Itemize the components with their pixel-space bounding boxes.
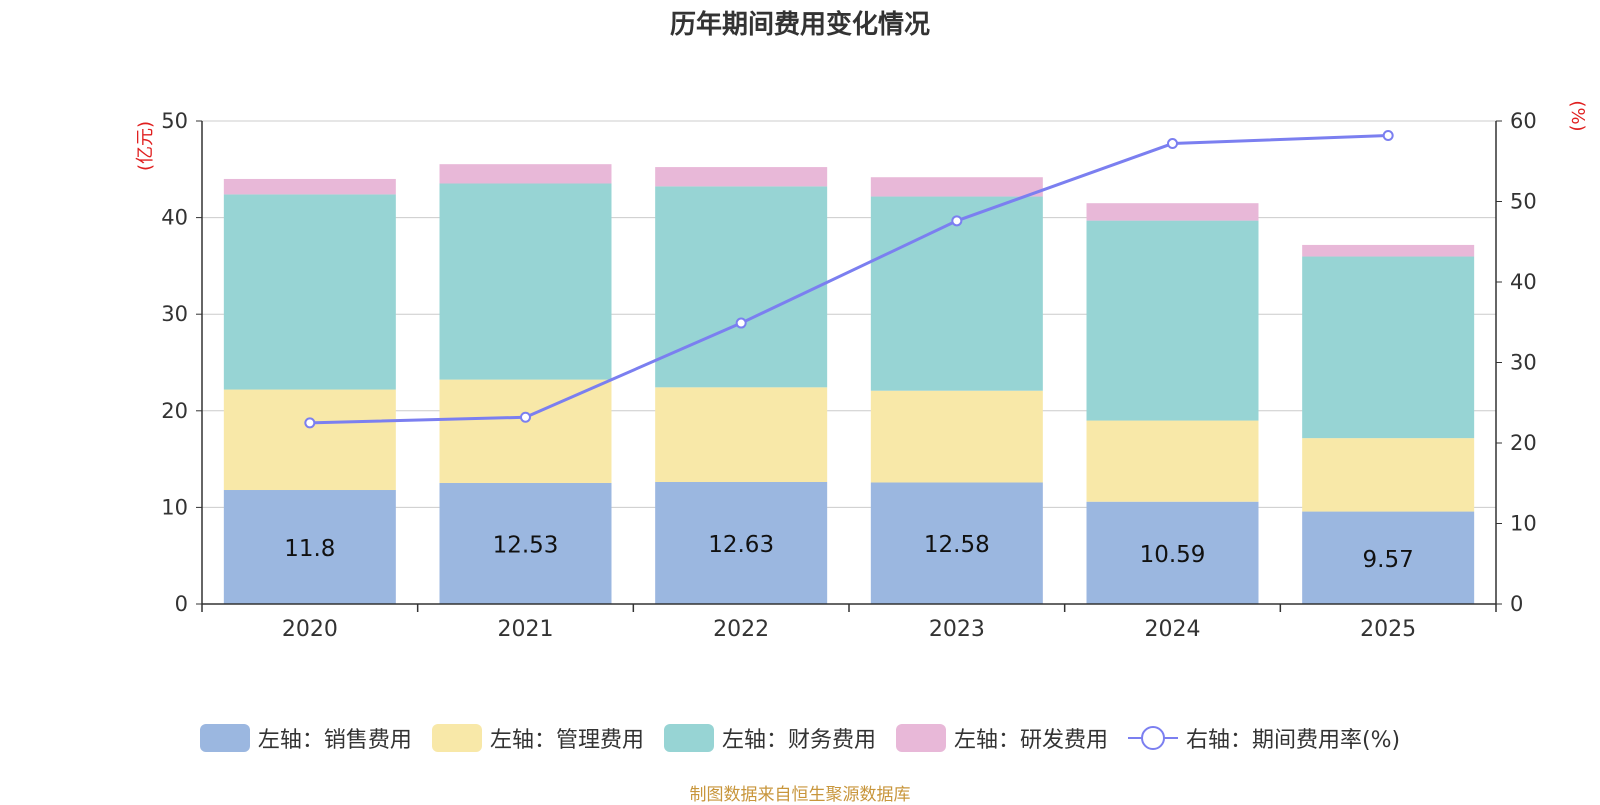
bar-segment-0 bbox=[655, 481, 828, 604]
bar-data-label: 9.57 bbox=[1363, 547, 1414, 573]
bar-segment-0 bbox=[1086, 501, 1259, 604]
legend-item-rd[interactable]: 左轴：研发费用 bbox=[895, 722, 1108, 754]
x-tick-label: 2025 bbox=[1360, 617, 1416, 642]
bar-segment-2 bbox=[439, 183, 612, 380]
legend-item-expense-rate[interactable]: 右轴：期间费用率(%) bbox=[1127, 722, 1401, 754]
x-tick-label: 2020 bbox=[282, 617, 338, 642]
legend-item-sales[interactable]: 左轴：销售费用 bbox=[199, 722, 412, 754]
y-right-tick-label: 60 bbox=[1510, 109, 1537, 133]
legend-label-admin: 左轴：管理费用 bbox=[489, 728, 644, 753]
y-left-unit-label: (亿元) bbox=[135, 121, 156, 171]
expense-rate-point bbox=[1382, 129, 1394, 141]
bar-segment-1 bbox=[870, 390, 1043, 483]
legend-label-sales: 左轴：销售费用 bbox=[257, 728, 412, 753]
bar-data-label: 11.8 bbox=[284, 536, 335, 562]
bar-data-label: 12.58 bbox=[924, 532, 990, 558]
y-right-tick-label: 30 bbox=[1510, 351, 1537, 375]
expense-rate-point bbox=[1167, 138, 1178, 150]
legend-swatch-finance bbox=[663, 724, 714, 752]
bar-segment-1 bbox=[223, 389, 396, 491]
y-right-tick-label: 20 bbox=[1510, 431, 1537, 455]
source-note: 制图数据来自恒生聚源数据库 bbox=[689, 785, 911, 805]
x-tick-label: 2021 bbox=[498, 617, 554, 642]
expense-rate-point bbox=[304, 417, 316, 429]
bar-segment-2 bbox=[1086, 220, 1259, 421]
expense-rate-point bbox=[735, 317, 747, 329]
x-tick-label: 2023 bbox=[929, 617, 985, 642]
y-right-tick-label: 0 bbox=[1510, 592, 1523, 616]
x-tick-label: 2024 bbox=[1145, 617, 1201, 642]
y-left-tick-label: 0 bbox=[175, 592, 188, 616]
expense-rate-point bbox=[520, 411, 531, 423]
bar-segment-1 bbox=[1302, 438, 1475, 512]
y-right-tick-label: 10 bbox=[1510, 512, 1537, 536]
expense-rate-point bbox=[951, 215, 963, 227]
y-left-tick-label: 10 bbox=[161, 495, 188, 519]
legend-label-finance: 左轴：财务费用 bbox=[721, 728, 876, 753]
y-right-unit-label: (%) bbox=[1567, 100, 1588, 131]
bar-segment-1 bbox=[1086, 420, 1259, 502]
bar-segment-2 bbox=[655, 186, 828, 388]
legend-label-expense-rate: 右轴：期间费用率(%) bbox=[1185, 728, 1401, 753]
bar-data-label: 10.59 bbox=[1140, 542, 1206, 568]
legend-swatch-rd bbox=[895, 724, 946, 752]
y-left-tick-label: 20 bbox=[161, 399, 188, 423]
legend-swatch-sales bbox=[199, 724, 250, 752]
y-left-tick-label: 50 bbox=[161, 109, 188, 133]
x-tick-label: 2022 bbox=[713, 617, 769, 642]
legend-item-finance[interactable]: 左轴：财务费用 bbox=[663, 722, 876, 754]
legend: 左轴：销售费用 左轴：管理费用 左轴：财务费用 左轴：研发费用 右轴：期间费用率… bbox=[0, 722, 1600, 754]
y-left-tick-label: 40 bbox=[161, 206, 188, 230]
legend-item-admin[interactable]: 左轴：管理费用 bbox=[431, 722, 644, 754]
bar-segment-3 bbox=[439, 164, 612, 184]
legend-swatch-expense-rate bbox=[1127, 724, 1178, 752]
y-right-tick-label: 50 bbox=[1510, 190, 1537, 214]
bar-segment-0 bbox=[1302, 511, 1475, 604]
expense-rate-line bbox=[309, 133, 1389, 425]
bar-data-label: 12.53 bbox=[493, 532, 559, 558]
bar-segment-3 bbox=[1086, 203, 1259, 221]
bar-segment-3 bbox=[655, 167, 828, 187]
bar-segment-2 bbox=[1302, 256, 1475, 439]
bar-segment-1 bbox=[439, 379, 612, 483]
bar-segment-2 bbox=[870, 196, 1043, 391]
bar-data-label: 12.63 bbox=[708, 532, 774, 558]
bar-segment-3 bbox=[1302, 244, 1475, 257]
bar-segment-2 bbox=[223, 194, 396, 390]
y-left-tick-label: 30 bbox=[161, 302, 188, 326]
bar-segment-0 bbox=[439, 482, 612, 604]
bar-segment-3 bbox=[223, 178, 396, 195]
bar-segment-3 bbox=[870, 177, 1043, 197]
legend-swatch-admin bbox=[431, 724, 482, 752]
chart-plot: 0 10 20 30 40 50 0 10 20 30 40 50 60 11.8 12.53 12.63 12… bbox=[135, 100, 1588, 642]
y-right-tick-label: 40 bbox=[1510, 270, 1537, 294]
bar-segment-1 bbox=[655, 387, 828, 482]
chart-title: 历年期间费用变化情况 bbox=[669, 10, 930, 40]
bar-segment-0 bbox=[223, 490, 396, 604]
legend-label-rd: 左轴：研发费用 bbox=[953, 728, 1108, 753]
bar-segment-0 bbox=[870, 482, 1043, 604]
